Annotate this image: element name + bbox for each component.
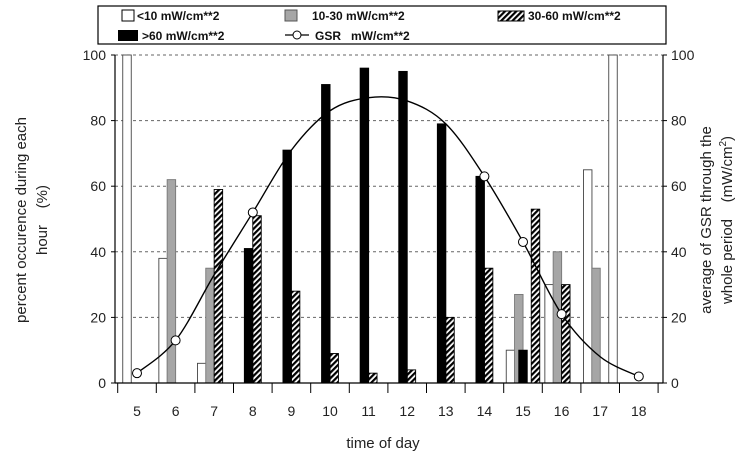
gsr-point [518, 236, 528, 247]
legend-label-gsr: GSR mW/cm**2 [315, 29, 410, 43]
bar-black [436, 123, 447, 384]
bar-hatched [329, 353, 339, 384]
legend-swatch-white [121, 9, 135, 22]
x-tick-label: 14 [477, 403, 493, 419]
right-axis-title-superscript: 2 [718, 141, 729, 147]
legend-swatch-black [118, 30, 138, 41]
bar-hatched [406, 369, 417, 384]
y-tick-label-right: 60 [671, 178, 687, 194]
y-tick-label-left: 20 [90, 309, 106, 325]
gsr-point [132, 368, 142, 379]
x-tick-label: 10 [322, 403, 338, 419]
left-axis-title-line1: percent occurence during each [13, 117, 30, 323]
legend-item-gsr: GSR mW/cm**2 [285, 29, 410, 43]
y-tick-label-left: 0 [98, 375, 106, 391]
x-tick-label: 7 [210, 403, 218, 419]
legend-item-30-60: 30-60 mW/cm**2 [497, 9, 621, 23]
legend-label-10-30: 10-30 mW/cm**2 [312, 9, 405, 23]
bar-hatched [368, 372, 378, 384]
bars [122, 54, 618, 384]
bar-black [475, 175, 485, 384]
gsr-point [479, 171, 490, 182]
legend-item-10-30: 10-30 mW/cm**2 [284, 9, 405, 23]
right-axis-title: average of GSR through the whole period … [698, 126, 736, 314]
bar-gray [205, 267, 215, 384]
x-tick-label: 17 [592, 403, 608, 419]
bar-hatched [290, 290, 301, 384]
bar-black [321, 84, 331, 384]
gsr-point [556, 309, 567, 320]
bar-white [583, 169, 593, 384]
x-tick-label: 13 [438, 403, 454, 419]
right-axis-title-text: whole period (mW/cm [719, 147, 736, 306]
x-tick-label: 8 [249, 403, 257, 419]
legend-swatch-hatched [497, 10, 525, 22]
bar-gray [166, 179, 177, 384]
x-tick-label: 16 [554, 403, 570, 419]
bar-hatched [445, 316, 455, 384]
y-tick-label-right: 0 [671, 375, 679, 391]
bar-black [359, 67, 370, 384]
gsr-point [633, 371, 644, 382]
bar-black [243, 248, 254, 384]
x-tick-label: 5 [133, 403, 141, 419]
x-tick-label: 11 [361, 403, 376, 419]
gsr-series [132, 96, 644, 382]
bar-hatched [483, 267, 494, 384]
y-tick-label-right: 100 [671, 47, 695, 63]
right-axis-title-close: ) [719, 136, 736, 141]
bar-black [282, 149, 292, 384]
right-axis-title-line2: whole period (mW/cm2) [718, 136, 736, 305]
y-tick-label-left: 100 [83, 47, 107, 63]
bar-black [398, 70, 408, 384]
bar-gray [591, 267, 601, 384]
bar-white [505, 349, 516, 384]
legend-box [97, 5, 667, 45]
x-tick-label: 15 [515, 403, 531, 419]
y-tick-label-left: 80 [90, 113, 106, 129]
left-axis-title: percent occurence during each hour (%) [13, 117, 51, 323]
legend-swatch-gray [284, 9, 298, 22]
legend-label-30-60: 30-60 mW/cm**2 [528, 9, 621, 23]
y-tick-label-right: 20 [671, 309, 687, 325]
bar-hatched [561, 284, 571, 384]
x-tick-label: 18 [631, 403, 647, 419]
gsr-line [136, 96, 640, 378]
right-axis-title-line1: average of GSR through the [698, 126, 715, 314]
left-axis-title-line2: hour (%) [34, 185, 51, 255]
x-tick-label: 9 [288, 403, 296, 419]
gsr-point [170, 335, 181, 346]
tick-marks: 0 0 20 20 40 40 60 60 80 80 100 100 5 6 7 8 9 10 11 12 13 14 1… [83, 47, 695, 419]
bar-white [608, 54, 618, 384]
bar-hatched [213, 189, 224, 384]
axes [114, 55, 664, 384]
bar-white [196, 362, 207, 384]
legend: <10 mW/cm**2 10-30 mW/cm**2 30-60 mW/cm*… [97, 5, 667, 45]
bar-white [122, 54, 132, 384]
legend-item-over-60: >60 mW/cm**2 [118, 29, 225, 43]
bar-hatched [252, 215, 262, 384]
legend-item-under-10: <10 mW/cm**2 [121, 9, 220, 23]
legend-swatch-marker [292, 30, 302, 40]
bar-white [158, 257, 168, 384]
gridlines [115, 54, 663, 318]
gsr-point [247, 207, 258, 218]
bar-hatched [530, 208, 541, 384]
bar-black [518, 349, 528, 384]
y-tick-label-left: 60 [90, 178, 106, 194]
y-tick-label-left: 40 [90, 244, 106, 260]
legend-label-under-10: <10 mW/cm**2 [137, 9, 220, 23]
legend-label-over-60: >60 mW/cm**2 [142, 29, 225, 43]
x-tick-label: 12 [399, 403, 415, 419]
x-axis-title: time of day [346, 435, 420, 452]
x-tick-label: 6 [172, 403, 180, 419]
y-tick-label-right: 80 [671, 113, 687, 129]
y-tick-label-right: 40 [671, 244, 687, 260]
